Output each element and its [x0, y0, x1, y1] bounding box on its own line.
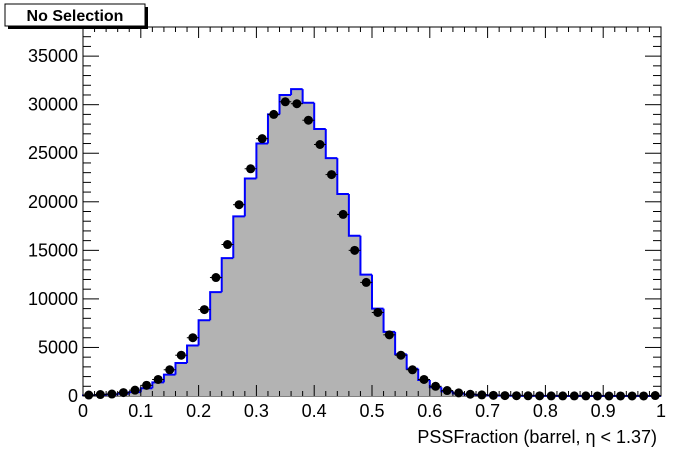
data-point	[510, 391, 523, 401]
data-point	[94, 390, 107, 400]
data-point	[418, 374, 431, 384]
data-point	[256, 134, 269, 144]
data-point	[441, 386, 454, 396]
data-point	[267, 109, 280, 119]
histogram-bin	[359, 235, 372, 276]
x-tick-label: 1	[656, 401, 666, 421]
data-point	[198, 305, 211, 315]
histogram-bin	[371, 274, 384, 310]
histogram-bin	[301, 89, 315, 104]
x-tick-label: 0.4	[302, 401, 327, 421]
title-box: No Selection	[4, 3, 148, 29]
y-tick-label: 35000	[28, 46, 78, 66]
data-point	[313, 139, 326, 149]
data-point	[614, 391, 627, 401]
data-point	[498, 391, 511, 401]
data-points-layer	[82, 97, 662, 401]
y-tick-label: 20000	[28, 192, 78, 212]
histogram-bin	[243, 177, 257, 217]
data-point	[186, 333, 199, 343]
data-point	[129, 385, 142, 395]
x-tick-label: 0.9	[591, 401, 616, 421]
x-tick-label: 0.5	[359, 401, 384, 421]
data-point	[556, 391, 569, 401]
x-tick-label: 0.8	[533, 401, 558, 421]
data-point	[371, 307, 384, 317]
data-point	[545, 391, 558, 401]
data-point	[302, 115, 315, 125]
data-point	[383, 330, 396, 340]
y-tick-label: 10000	[28, 289, 78, 309]
histogram-bin	[220, 257, 234, 293]
data-point	[244, 164, 257, 174]
y-tick-label: 25000	[28, 143, 78, 163]
data-point	[579, 391, 592, 401]
data-point	[175, 350, 188, 360]
x-tick-label: 0.7	[475, 401, 500, 421]
data-point	[452, 388, 465, 398]
data-point	[140, 380, 153, 390]
data-point	[348, 245, 361, 255]
x-tick-label: 0	[78, 401, 88, 421]
histogram-bin	[347, 194, 361, 237]
x-tick-label: 0.6	[417, 401, 442, 421]
data-point	[487, 390, 500, 400]
data-point	[152, 374, 165, 384]
histogram-bin	[290, 88, 303, 95]
data-point	[209, 273, 222, 283]
data-point	[568, 391, 581, 401]
data-point	[221, 240, 234, 250]
data-point	[394, 350, 407, 360]
data-point	[360, 277, 373, 287]
y-tick-label: 15000	[28, 240, 78, 260]
data-point	[406, 365, 419, 375]
histogram-bin	[209, 291, 222, 321]
x-tick-label: 0.3	[244, 401, 269, 421]
data-point	[105, 389, 118, 399]
histogram-bin	[174, 361, 188, 375]
data-point	[117, 388, 130, 398]
histogram-bin	[382, 308, 396, 333]
data-point	[533, 391, 546, 401]
data-point	[591, 391, 604, 401]
data-point	[522, 391, 535, 401]
data-point	[290, 99, 303, 109]
histogram-bin	[324, 128, 338, 160]
histogram-bin	[313, 102, 326, 130]
data-point	[82, 390, 95, 400]
chart-title: No Selection	[27, 8, 124, 25]
histogram-fill	[83, 89, 661, 396]
data-point	[163, 365, 176, 375]
histogram-bin	[255, 142, 268, 179]
data-point	[233, 200, 246, 210]
data-point	[464, 389, 477, 399]
y-tick-label: 5000	[38, 337, 78, 357]
x-tick-label: 0.1	[128, 401, 153, 421]
histogram-bin	[197, 319, 211, 346]
histogram-layer	[82, 88, 661, 397]
data-point	[602, 391, 615, 401]
x-axis-title: PSSFraction (barrel, η < 1.37)	[417, 427, 657, 447]
y-tick-label: 30000	[28, 95, 78, 115]
data-point	[475, 390, 488, 400]
histogram-bin	[278, 93, 292, 115]
histogram-bin	[336, 158, 349, 196]
data-point	[337, 209, 350, 219]
data-point	[279, 97, 292, 107]
data-point	[325, 170, 338, 180]
x-tick-label: 0.2	[186, 401, 211, 421]
data-point	[626, 391, 639, 401]
y-tick-label: 0	[68, 386, 78, 406]
data-point	[429, 381, 442, 391]
histogram-bin	[186, 344, 199, 363]
